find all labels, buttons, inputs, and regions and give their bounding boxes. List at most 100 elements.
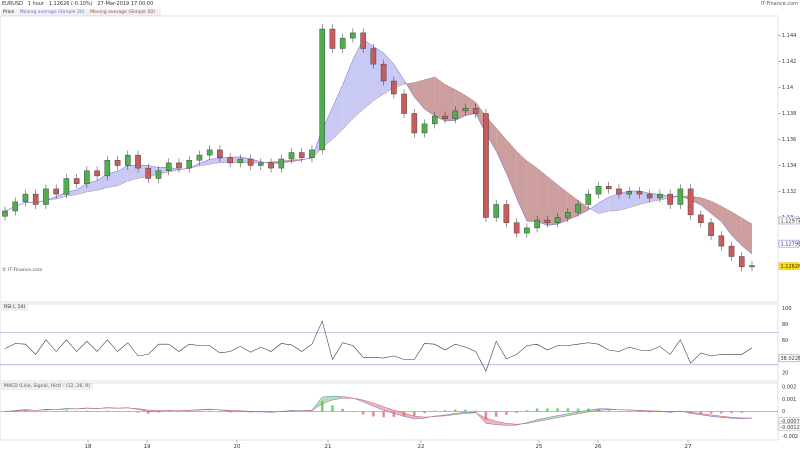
macd-histogram-bar: [423, 411, 426, 414]
ma-ribbon-segment: [127, 164, 139, 182]
date-label: 18: [85, 444, 92, 450]
macd-ribbon-segment: [322, 396, 333, 404]
candle-body: [616, 188, 622, 195]
ma-ribbon-segment: [721, 206, 732, 236]
date-label: 25: [536, 444, 543, 450]
candle-body: [237, 158, 244, 164]
timeframe: 1 hour: [27, 1, 44, 7]
candle-body: [298, 152, 305, 158]
rsi-line: [4, 320, 753, 372]
candle-body: [176, 162, 182, 169]
macd-last-box: [778, 423, 800, 431]
candle-body: [708, 222, 714, 236]
candle-body: [626, 191, 633, 195]
candle-body: [319, 28, 326, 151]
macd-histogram-bar: [146, 411, 150, 414]
candle-body: [646, 193, 653, 199]
macd-tick-label: 0.002: [782, 384, 796, 390]
candle-body: [258, 162, 264, 166]
legend-ma-20[interactable]: Moving average (Simple 20): [19, 10, 85, 15]
macd-ribbon-segment: [588, 408, 599, 412]
macd-histogram-bar: [413, 411, 416, 417]
candle-body: [411, 113, 418, 134]
macd-histogram-bar: [218, 411, 222, 413]
ma-ribbon-segment: [199, 159, 210, 166]
macd-histogram-bar: [300, 411, 304, 412]
macd-histogram-bar: [515, 411, 518, 413]
candle-body: [196, 154, 203, 161]
candle-body: [63, 178, 70, 195]
macd-histogram-bar: [75, 411, 78, 412]
macd-histogram-bar: [658, 411, 662, 413]
ma-ribbon-segment: [537, 168, 548, 226]
candle-body: [278, 158, 285, 169]
date-label: 27: [685, 444, 692, 450]
candle-body: [687, 188, 694, 216]
watermark: © IT-Finance.com: [2, 268, 43, 273]
macd-legend[interactable]: MACD (Line, Signal, Hist) - (12, 26, 9): [1, 383, 93, 390]
candle-body: [339, 37, 346, 49]
macd-histogram-bar: [331, 405, 334, 412]
candle-body: [53, 188, 59, 195]
legend-price[interactable]: Price: [3, 10, 15, 15]
candle-body: [22, 193, 29, 203]
macd-histogram-bar: [136, 411, 140, 413]
macd-histogram-bar: [464, 409, 467, 412]
price-tag-label: 1.12799: [781, 241, 800, 247]
macd-histogram-bar: [525, 410, 529, 412]
rsi-last-label: 38.0226: [781, 356, 800, 362]
macd-ribbon-segment: [485, 418, 497, 425]
ma-ribbon-segment: [711, 201, 722, 222]
ma-ribbon-segment: [66, 189, 77, 197]
macd-histogram-bar: [34, 411, 37, 413]
candle-body: [94, 170, 100, 177]
ma-ribbon-segment: [588, 202, 599, 214]
price-legend: Price Moving average (Simple 20) Moving …: [1, 9, 161, 16]
macd-ribbon-segment: [711, 414, 722, 418]
rsi-tick-label: 20: [782, 371, 788, 377]
price-tag-label: 1.12626: [781, 264, 800, 270]
candle-body: [544, 219, 551, 223]
candle-body: [32, 193, 39, 205]
macd-ribbon-segment: [383, 406, 394, 414]
candle-body: [104, 160, 111, 177]
ma-ribbon-segment: [260, 161, 272, 164]
legend-ma-50[interactable]: Moving average (Simple 50): [90, 10, 155, 15]
macd-histogram-bar: [187, 411, 191, 412]
candle-body: [483, 113, 489, 218]
macd-histogram-bar: [505, 411, 508, 415]
macd-histogram-bar: [372, 411, 375, 417]
macd-histogram-bar: [157, 411, 160, 413]
ma-ribbon-segment: [618, 190, 630, 211]
rsi-legend[interactable]: RSI (, 14): [1, 304, 29, 311]
ma-ribbon-segment: [76, 183, 87, 195]
candle-body: [472, 108, 479, 114]
candle-body: [738, 256, 745, 268]
price-tag-box: [778, 216, 800, 225]
macd-histogram-bar: [65, 410, 68, 412]
header-info: EURUSD 1 hour 1.12626 (-0.10%) 27-Mar-20…: [2, 0, 153, 9]
macd-histogram-bar: [85, 410, 89, 412]
candle-body: [165, 162, 172, 171]
timestamp: 27-Mar-2019 17:00:00: [97, 1, 154, 7]
candle-body: [667, 193, 673, 205]
ma-ribbon-segment: [731, 211, 742, 246]
candle-body: [309, 149, 315, 158]
date-label: 21: [325, 444, 332, 450]
macd-ribbon-segment: [404, 413, 415, 420]
ma-ribbon-segment: [209, 158, 220, 165]
candle-body: [350, 32, 356, 39]
candle-body: [728, 245, 735, 257]
candle-body: [217, 149, 223, 158]
candle-body: [442, 115, 448, 119]
candle-body: [360, 32, 366, 49]
ma-ribbon-segment: [516, 151, 527, 222]
macd-histogram-bar: [546, 408, 549, 412]
price-tick-label: 1.144: [782, 33, 796, 39]
candle-body: [227, 157, 233, 164]
date-label: 19: [144, 444, 151, 450]
macd-histogram-bar: [484, 411, 488, 420]
candle-body: [431, 115, 438, 125]
macd-histogram-bar: [361, 411, 365, 415]
